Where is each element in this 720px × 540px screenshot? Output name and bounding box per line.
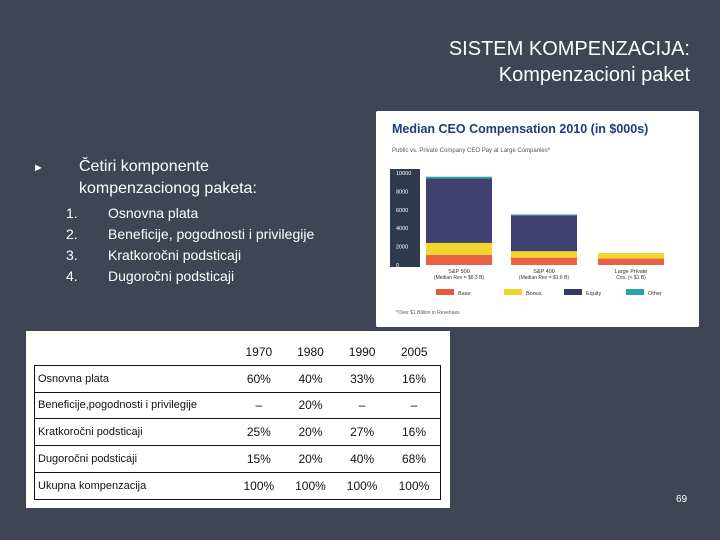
table-cell: 15% xyxy=(233,445,285,473)
legend-label: Base xyxy=(458,291,471,297)
table-cell: 40% xyxy=(336,445,388,473)
bar-segment-bonus xyxy=(598,253,664,259)
numbered-list: 1. Osnovna plata 2. Beneficije, pogodnos… xyxy=(66,203,314,287)
bar-group xyxy=(426,176,664,265)
bullet-arrow-icon: ► xyxy=(33,162,44,174)
list-item: 4. Dugoročni podsticaji xyxy=(66,266,314,287)
chart-svg: Median CEO Compensation 2010 (in $000s) … xyxy=(376,111,699,327)
table-cell: 16% xyxy=(387,418,441,447)
table-cell: 27% xyxy=(336,418,388,447)
legend-swatch xyxy=(626,289,644,295)
x-tick-label: S&P 500 xyxy=(448,269,470,275)
chart-legend: Base Bonus Equity Other xyxy=(436,289,662,297)
list-item-text: Kratkoročni podsticaji xyxy=(108,247,242,263)
list-item-text: Osnovna plata xyxy=(108,205,199,221)
table-cell: – xyxy=(387,391,441,420)
list-item-number: 3. xyxy=(66,247,78,263)
table-cell: 100% xyxy=(233,471,285,500)
x-tick-sublabel: Cos. (< $1 B) xyxy=(616,275,646,281)
y-tick-label: 2000 xyxy=(396,245,408,251)
table-cell: 60% xyxy=(233,364,285,393)
y-tick-label: 8000 xyxy=(396,189,408,195)
table-cell: 25% xyxy=(233,418,285,447)
table-cell: 100% xyxy=(284,471,337,500)
legend-label: Other xyxy=(648,291,662,297)
bar-segment-base xyxy=(511,257,577,265)
x-tick-label: Large Private xyxy=(615,269,648,275)
compensation-table: 1970 1980 1990 2005 Osnovna plata 60% 40… xyxy=(34,339,441,500)
table-cell: 16% xyxy=(387,364,441,393)
table-cell: 100% xyxy=(336,471,388,500)
list-item-text: Dugoročni podsticaji xyxy=(108,268,235,284)
x-tick-sublabel: (Median Rev = $8.3 B) xyxy=(434,275,484,281)
table-cell: – xyxy=(336,391,388,420)
list-item-number: 4. xyxy=(66,268,78,284)
bar-segment-equity xyxy=(511,215,577,252)
legend-label: Bonus xyxy=(526,291,542,297)
table-header-year: 2005 xyxy=(400,344,428,359)
table-row: Dugoročni podsticaji 15% 20% 40% 68% xyxy=(34,445,441,473)
y-axis-ticks: 10000 8000 6000 4000 2000 0 xyxy=(396,171,411,269)
y-tick-label: 6000 xyxy=(396,208,408,214)
legend-label: Equity xyxy=(586,291,602,297)
table-header-year: 1990 xyxy=(348,344,376,359)
row-label: Ukupna kompenzacija xyxy=(34,471,233,500)
chart-subtitle: Public vs. Private Company CEO Pay at La… xyxy=(392,148,551,154)
row-label: Dugoročni podsticaji xyxy=(34,445,233,473)
table-row: Ukupna kompenzacija 100% 100% 100% 100% xyxy=(34,471,441,500)
slide-title-line-2: Kompenzacioni paket xyxy=(498,64,690,86)
bar-segment-base xyxy=(426,254,492,265)
list-item-number: 2. xyxy=(66,226,78,242)
bar-segment-bonus xyxy=(426,242,492,255)
compensation-table-panel: 1970 1980 1990 2005 Osnovna plata 60% 40… xyxy=(26,331,450,508)
bullet-line-1: Četiri komponente xyxy=(79,158,209,175)
table-row: Beneficije,pogodnosti i privilegije – 20… xyxy=(34,391,441,420)
bar-segment-base xyxy=(598,258,664,265)
y-axis-band xyxy=(390,169,420,267)
table-cell: 68% xyxy=(387,445,441,473)
table-cell: – xyxy=(233,391,285,420)
chart-title: Median CEO Compensation 2010 (in $000s) xyxy=(392,122,648,136)
table-cell: 20% xyxy=(284,391,337,420)
chart-footnote: *Over $1 Billion in Revenues xyxy=(396,310,460,316)
legend-swatch xyxy=(436,289,454,295)
list-item: 2. Beneficije, pogodnosti i privilegije xyxy=(66,224,314,245)
page-number: 69 xyxy=(676,494,688,505)
x-axis-labels: S&P 500(Median Rev = $8.3 B) S&P 400(Medi… xyxy=(434,269,647,281)
table-header-year: 1980 xyxy=(297,344,324,359)
row-label: Osnovna plata xyxy=(34,364,233,393)
list-item-number: 1. xyxy=(66,205,78,221)
row-label: Kratkoročni podsticaji xyxy=(34,418,233,447)
bullet-line-2: kompenzacionog paketa: xyxy=(79,180,257,197)
table-cell: 100% xyxy=(387,471,441,500)
table-header-empty xyxy=(35,339,234,365)
table-row: Osnovna plata 60% 40% 33% 16% xyxy=(34,364,441,393)
ceo-compensation-chart: Median CEO Compensation 2010 (in $000s) … xyxy=(376,111,699,327)
table-row: Kratkoročni podsticaji 25% 20% 27% 16% xyxy=(34,418,441,447)
legend-swatch xyxy=(504,289,522,295)
row-label: Beneficije,pogodnosti i privilegije xyxy=(34,391,233,420)
list-item: 3. Kratkoročni podsticaji xyxy=(66,245,314,266)
table-cell: 20% xyxy=(284,418,337,447)
legend-swatch xyxy=(564,289,582,295)
table-header-year: 1970 xyxy=(245,344,273,359)
y-tick-label: 10000 xyxy=(396,171,411,177)
bullet-text: Četiri komponente kompenzacionog paketa: xyxy=(79,156,257,200)
list-item: 1. Osnovna plata xyxy=(66,203,314,224)
table-header-row: 1970 1980 1990 2005 xyxy=(35,339,441,365)
slide-title: SISTEM KOMPENZACIJA: Kompenzacioni paket xyxy=(449,36,690,88)
x-tick-sublabel: (Median Rev = $1.6 B) xyxy=(519,275,569,281)
list-item-text: Beneficije, pogodnosti i privilegije xyxy=(108,226,315,242)
bar-segment-equity xyxy=(426,178,492,243)
table-cell: 20% xyxy=(284,445,337,473)
y-tick-label: 0 xyxy=(396,263,399,269)
table-cell: 40% xyxy=(284,364,337,393)
y-tick-label: 4000 xyxy=(396,226,408,232)
bar-segment-other xyxy=(426,176,492,179)
slide-title-line-1: SISTEM KOMPENZACIJA: xyxy=(448,38,690,60)
table-cell: 33% xyxy=(336,364,388,393)
bar-segment-bonus xyxy=(511,251,577,258)
x-tick-label: S&P 400 xyxy=(533,269,555,275)
bar-segment-other xyxy=(511,214,577,216)
